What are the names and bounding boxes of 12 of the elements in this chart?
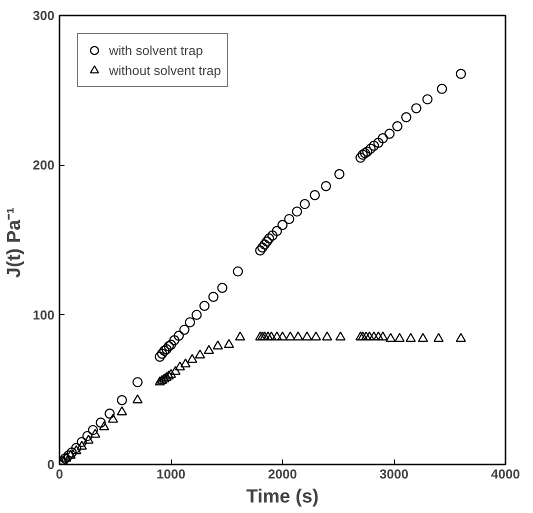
y-axis-title: J(t) Pa⁻¹ — [4, 207, 25, 278]
y-tick-label: 200 — [32, 158, 55, 173]
y-tick-label: 100 — [32, 307, 55, 322]
x-tick-label: 1000 — [156, 466, 186, 482]
x-tick-label: 4000 — [491, 466, 520, 482]
x-axis-title: Time (s) — [246, 486, 319, 508]
legend-label: without solvent trap — [109, 62, 222, 78]
legend-label: with solvent trap — [109, 42, 203, 58]
y-tick-label: 300 — [32, 8, 55, 23]
x-tick-label: 2000 — [268, 466, 297, 482]
y-tick-label: 0 — [47, 457, 55, 472]
x-tick-label: 3000 — [380, 466, 408, 482]
